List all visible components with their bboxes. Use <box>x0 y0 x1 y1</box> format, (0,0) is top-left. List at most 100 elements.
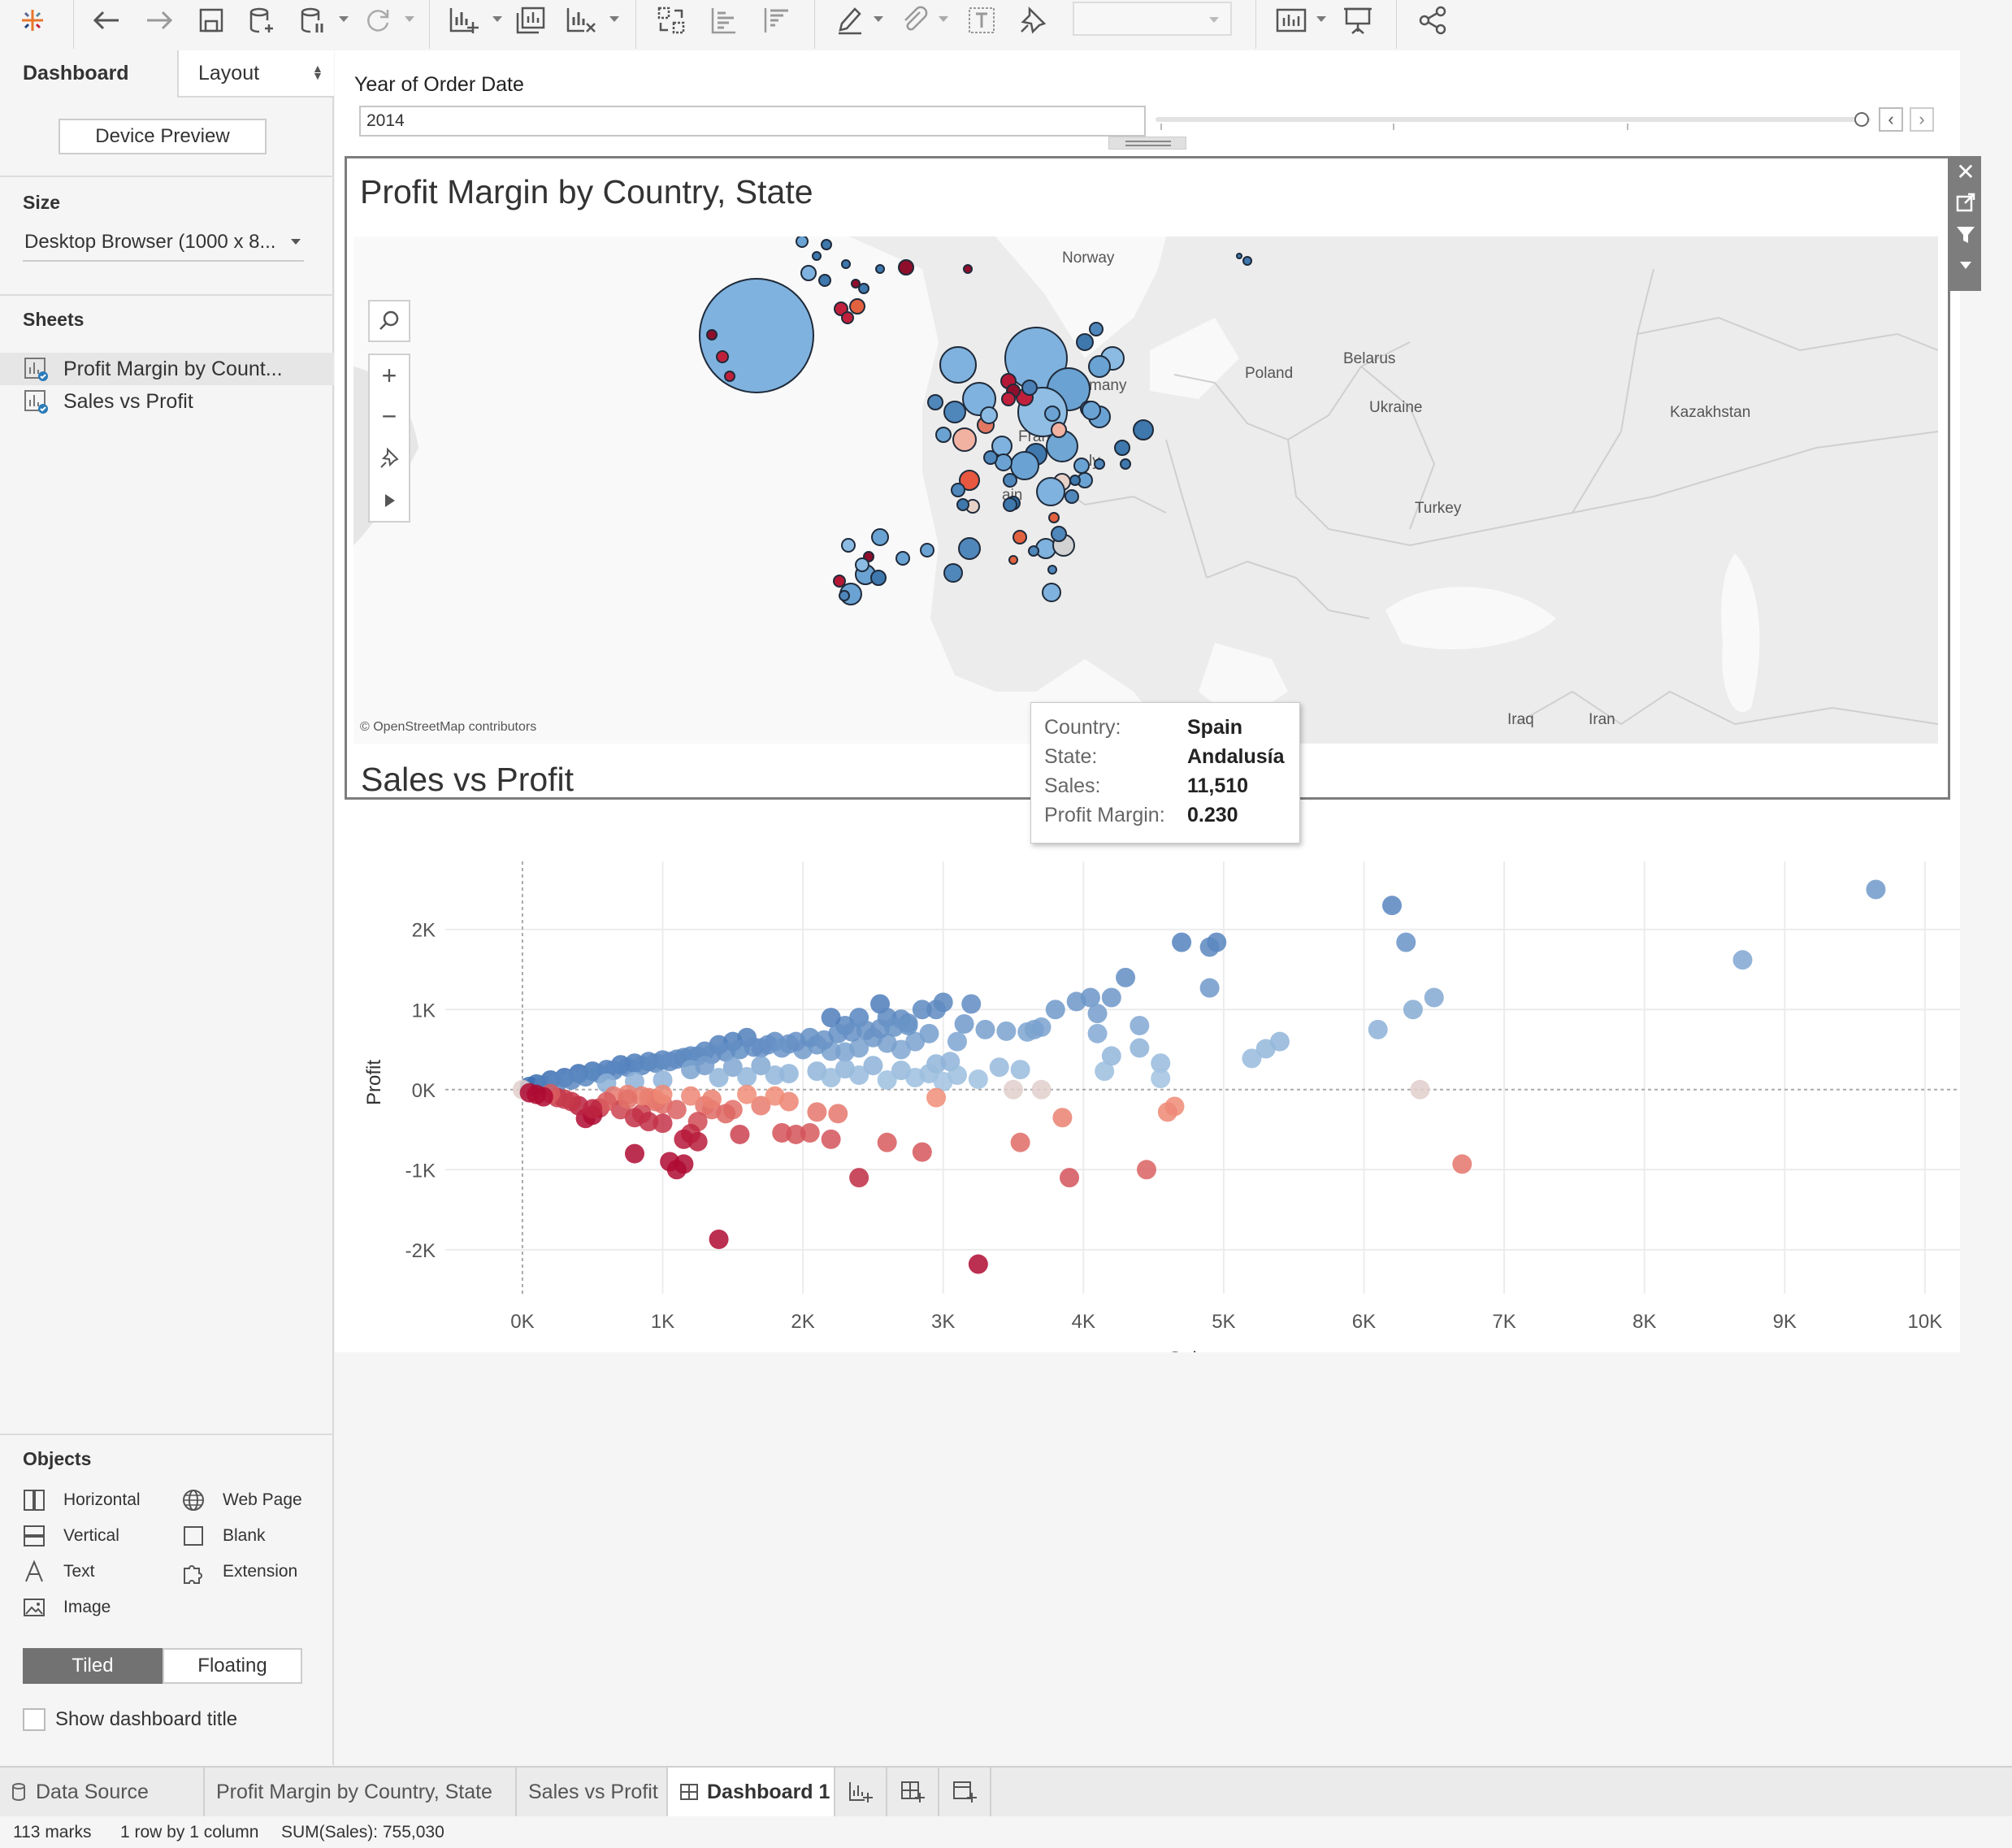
save-icon[interactable] <box>195 5 228 36</box>
scatter-point[interactable] <box>835 1042 855 1062</box>
sort-descending-icon[interactable] <box>760 5 794 36</box>
scatter-point[interactable] <box>583 1099 603 1119</box>
scatter-point[interactable] <box>1199 937 1220 957</box>
scatter-point[interactable] <box>821 1008 841 1028</box>
object-vertical[interactable]: Vertical <box>23 1523 169 1551</box>
scatter-point[interactable] <box>947 1031 967 1052</box>
map-mark[interactable] <box>1236 253 1242 259</box>
tab-data-source[interactable]: Data Source <box>0 1768 205 1816</box>
object-extension[interactable]: Extension <box>182 1559 328 1586</box>
scatter-point[interactable] <box>912 1000 932 1020</box>
tab-layout[interactable]: Layout ▲ ▼ <box>177 50 334 98</box>
scatter-point[interactable] <box>1101 987 1121 1008</box>
map-mark[interactable] <box>1088 355 1111 378</box>
remove-sheet-icon[interactable]: ✕ <box>1956 159 1975 184</box>
scatter-point[interactable] <box>912 1142 932 1162</box>
scatter-point[interactable] <box>821 1129 841 1149</box>
labels-icon[interactable] <box>965 5 999 36</box>
scatter-point[interactable] <box>933 1071 953 1091</box>
new-worksheet-tab-button[interactable] <box>835 1768 887 1816</box>
object-horizontal[interactable]: Horizontal <box>23 1487 169 1515</box>
scatter-point[interactable] <box>519 1082 540 1103</box>
map-marks[interactable] <box>699 236 1252 605</box>
resize-handle[interactable] <box>1108 137 1186 150</box>
scatter-point[interactable] <box>653 1084 673 1104</box>
scatter-point[interactable] <box>898 1015 918 1035</box>
scatter-point[interactable] <box>1116 967 1136 987</box>
scatter-point[interactable] <box>996 1021 1017 1041</box>
scatter-point[interactable] <box>1031 1079 1052 1100</box>
floating-button[interactable]: Floating <box>163 1648 302 1684</box>
scatter-point[interactable] <box>695 1056 715 1076</box>
scatter-point[interactable] <box>1396 932 1416 952</box>
scatter-point[interactable] <box>1101 1046 1121 1066</box>
map-mark[interactable] <box>796 236 809 248</box>
map-mark[interactable] <box>849 298 865 315</box>
show-cards-icon[interactable] <box>1274 5 1308 36</box>
scatter-point[interactable] <box>772 1122 792 1143</box>
scatter-point[interactable] <box>1130 1038 1150 1058</box>
year-slider-handle[interactable] <box>1854 112 1869 127</box>
map-mark[interactable] <box>841 538 856 553</box>
map-mark[interactable] <box>833 575 846 588</box>
size-dropdown[interactable]: Desktop Browser (1000 x 8... <box>23 228 304 262</box>
chevron-down-icon[interactable] <box>492 16 502 22</box>
map-mark[interactable] <box>958 537 981 560</box>
tab-dashboard-1[interactable]: Dashboard 1 <box>668 1768 835 1816</box>
group-icon[interactable] <box>898 5 932 36</box>
map-mark[interactable] <box>1047 565 1057 575</box>
map-mark[interactable] <box>959 470 980 491</box>
map-mark[interactable] <box>927 394 943 410</box>
map-mark[interactable] <box>1021 380 1038 396</box>
chevron-down-icon[interactable] <box>1316 16 1326 22</box>
scatter-point[interactable] <box>989 1057 1009 1078</box>
presentation-mode-icon[interactable] <box>1341 5 1375 36</box>
map-mark[interactable] <box>951 483 965 497</box>
map-sheet-container[interactable]: Profit Margin by Country, State <box>345 156 1950 800</box>
scatter-point[interactable] <box>905 1068 926 1087</box>
scatter-point[interactable] <box>1382 896 1402 916</box>
scatter-point[interactable] <box>1060 1168 1080 1188</box>
scatter-point[interactable] <box>926 1000 947 1020</box>
scatter-point[interactable] <box>709 1068 729 1087</box>
scatter-point[interactable] <box>653 1113 673 1134</box>
scatter-point[interactable] <box>1242 1048 1262 1069</box>
map-mark[interactable] <box>1051 422 1067 438</box>
object-web-page[interactable]: Web Page <box>182 1487 328 1515</box>
map-mark[interactable] <box>716 350 729 363</box>
scatter-point[interactable] <box>849 1065 869 1086</box>
expand-toolbar-button[interactable] <box>370 480 409 521</box>
scatter-point[interactable] <box>863 1056 883 1076</box>
scatter-point[interactable] <box>1151 1053 1171 1074</box>
map-mark[interactable] <box>943 563 963 583</box>
map-mark[interactable] <box>995 453 1013 471</box>
map-mark[interactable] <box>699 278 814 393</box>
scatter-point[interactable] <box>765 1065 785 1086</box>
clear-sheet-icon[interactable] <box>564 5 598 36</box>
scatter-point[interactable] <box>877 1069 897 1090</box>
map-mark[interactable] <box>1003 473 1017 488</box>
map-mark[interactable] <box>1082 401 1101 420</box>
scatter-point[interactable] <box>1010 1060 1030 1080</box>
scatter-point[interactable] <box>737 1084 757 1104</box>
scatter-point[interactable] <box>1424 987 1444 1008</box>
map-mark[interactable] <box>800 265 817 281</box>
new-data-source-icon[interactable] <box>245 5 278 36</box>
map-mark[interactable] <box>706 329 718 341</box>
map-mark[interactable] <box>1051 526 1067 542</box>
map-mark[interactable] <box>839 590 850 601</box>
map-mark[interactable] <box>1120 458 1131 470</box>
chevron-down-icon[interactable] <box>339 16 349 22</box>
map-mark[interactable] <box>1036 477 1065 506</box>
map-mark[interactable] <box>818 274 831 287</box>
map-mark[interactable] <box>841 311 854 324</box>
map-mark[interactable] <box>1069 475 1081 486</box>
scatter-point[interactable] <box>807 1102 827 1122</box>
scatter-point[interactable] <box>1136 1160 1156 1180</box>
sheet-item-sales-vs-profit[interactable]: Sales vs Profit <box>0 385 334 418</box>
map-mark[interactable] <box>858 283 869 294</box>
sheet-item-profit-margin[interactable]: Profit Margin by Count... <box>0 353 334 385</box>
map-mark[interactable] <box>851 279 861 288</box>
swap-icon[interactable] <box>654 5 688 36</box>
